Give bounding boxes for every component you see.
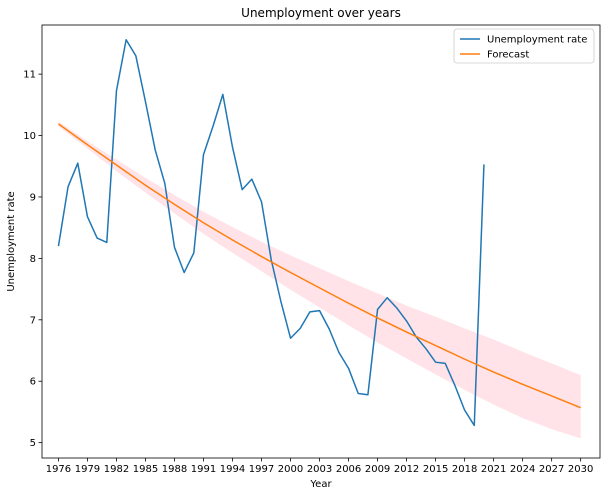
y-tick-label: 5 [30,438,36,449]
x-tick-label: 2018 [452,464,477,475]
x-tick-label: 2006 [336,464,361,475]
y-tick-label: 6 [30,377,36,388]
x-tick-label: 1988 [162,464,187,475]
x-tick-label: 1982 [104,464,129,475]
x-tick-label: 2009 [365,464,390,475]
y-tick-label: 10 [23,131,36,142]
series-line-0 [57,38,485,427]
x-tick-label: 1985 [133,464,158,475]
forecast-confidence-band [58,121,581,439]
series-layer [57,38,581,427]
y-tick-label: 11 [23,70,36,81]
confidence-band-layer [58,121,581,439]
x-tick-label: 1997 [249,464,274,475]
axes-layer: 1976 1979 1982 1985 1988 1991 1994 1997 2000 2003… [23,24,601,475]
chart-title: Unemployment over years [241,6,401,20]
y-tick-label: 9 [30,192,36,203]
x-tick-label: 2024 [510,464,535,475]
plot-frame [41,24,601,459]
x-tick-label: 1994 [220,464,245,475]
legend-box [453,28,595,64]
x-tick-label: 2015 [423,464,448,475]
y-axis-label: Unemployment rate [6,191,17,291]
x-tick-label: 2000 [278,464,303,475]
x-tick-label: 1976 [46,464,71,475]
x-tick-label: 2021 [481,464,506,475]
y-tick-label: 8 [30,254,36,265]
legend-label-1: Forecast [487,50,529,61]
x-axis-label: Year [309,479,332,490]
x-tick-label: 2030 [568,464,593,475]
y-tick-label: 7 [30,315,36,326]
series-line-1 [58,123,581,409]
x-tick-label: 1991 [191,464,216,475]
legend-label-0: Unemployment rate [487,35,587,46]
x-tick-label: 2027 [539,464,564,475]
legend: Unemployment rate Forecast [453,28,595,64]
x-tick-label: 1979 [75,464,100,475]
x-tick-label: 2003 [307,464,332,475]
x-tick-label: 2012 [394,464,419,475]
